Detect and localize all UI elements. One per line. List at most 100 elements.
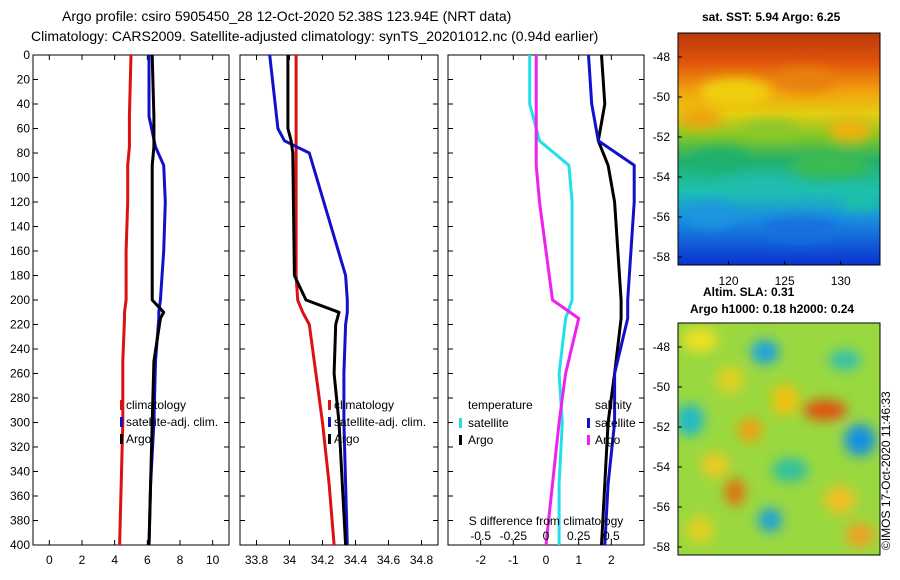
map-y-tick-label: -48 <box>653 340 671 354</box>
legend-label: climatology <box>126 398 186 412</box>
series-line-argo <box>286 55 348 546</box>
legend-label: climatology <box>334 398 394 412</box>
series-line-satellite-adj-clim- <box>147 55 167 546</box>
y-tick-label: 0 <box>23 48 30 62</box>
secondary-x-tick-label: -0.5 <box>470 529 491 543</box>
legend-swatch <box>328 400 331 410</box>
series-line-climatology <box>118 54 133 546</box>
y-tick-label: 60 <box>17 122 31 136</box>
y-tick-label: 180 <box>10 269 30 283</box>
map-y-tick-label: -58 <box>653 250 671 264</box>
y-tick-label: 80 <box>17 146 31 160</box>
y-tick-label: 280 <box>10 391 30 405</box>
secondary-x-tick-label: 0.5 <box>603 529 620 543</box>
map-y-tick-label: -56 <box>653 500 671 514</box>
sla-map-axes: -48 -50 -52 -54 -56 -58 <box>653 340 682 554</box>
y-tick-label: 140 <box>10 220 30 234</box>
y-tick-label: 380 <box>10 514 30 528</box>
y-tick-label: 260 <box>10 367 30 381</box>
y-tick-label: 240 <box>10 342 30 356</box>
panel-frame <box>32 54 230 546</box>
legend-swatch <box>459 435 462 445</box>
map-y-tick-label: -48 <box>653 50 671 64</box>
legend-label: satellite <box>468 416 509 430</box>
y-tick-label: 220 <box>10 318 30 332</box>
map-y-tick-label: -58 <box>653 540 671 554</box>
map-y-tick-label: -50 <box>653 380 671 394</box>
sst-map-axes: -48 -50 -52 -54 -56 -58 120 125 130 <box>653 50 851 288</box>
x-tick-label: 34.2 <box>311 553 335 567</box>
map-y-tick-label: -50 <box>653 90 671 104</box>
map-y-tick-label: -54 <box>653 170 671 184</box>
legend-label: satellite <box>595 416 636 430</box>
series-line-climatology <box>294 55 336 546</box>
series-line-salinity-satellite <box>587 54 636 546</box>
profile-panel-2: 33.8 34 34.2 34.4 34.6 34.8 climatology satelli… <box>239 54 439 567</box>
series-line-salinity-argo <box>534 55 581 546</box>
sst-map-title: sat. SST: 5.94 Argo: 6.25 <box>702 10 841 24</box>
legend-label: satellite-adj. clim. <box>334 415 426 429</box>
map-x-tick-label: 120 <box>718 274 738 288</box>
panel-frame <box>239 54 439 546</box>
y-tick-label: 300 <box>10 416 30 430</box>
panel-frame <box>447 54 645 546</box>
x-tick-label: 33.8 <box>245 553 269 567</box>
x-tick-label: 2 <box>608 553 615 567</box>
y-tick-label: 160 <box>10 244 30 258</box>
legend-swatch <box>587 435 590 445</box>
sla-map: Altim. SLA: 0.31 Argo h1000: 0.18 h2000:… <box>653 285 881 556</box>
y-tick-label: 200 <box>10 293 30 307</box>
secondary-x-tick-label: -0.25 <box>500 529 528 543</box>
map-y-tick-label: -52 <box>653 420 671 434</box>
map-y-tick-label: -54 <box>653 460 671 474</box>
y-tick-label: 400 <box>10 538 30 552</box>
profile-panel-1: 0204060801001201401601802002202402602803… <box>10 48 230 567</box>
watermark: ©IMOS 17-Oct-2020 11:46:33 <box>879 391 893 550</box>
sst-map: sat. SST: 5.94 Argo: 6.25 -48 -50 -52 -54 -5… <box>653 10 881 288</box>
legend-title-salinity: salinity <box>595 398 632 412</box>
x-tick-label: 10 <box>206 553 220 567</box>
x-tick-label: 34.4 <box>344 553 368 567</box>
y-tick-label: 360 <box>10 489 30 503</box>
map-x-tick-label: 130 <box>831 274 851 288</box>
series-line-argo <box>147 54 166 546</box>
legend-label: Argo <box>468 433 494 447</box>
legend-label: satellite-adj. clim. <box>126 415 218 429</box>
map-x-tick-label: 125 <box>775 274 795 288</box>
y-tick-label: 100 <box>10 171 30 185</box>
x-tick-label: 34.8 <box>410 553 434 567</box>
series-line-satellite-adj-clim- <box>268 54 349 546</box>
x-tick-label: 6 <box>144 553 151 567</box>
title-line-1: Argo profile: csiro 5905450_28 12-Oct-20… <box>62 8 511 24</box>
x-tick-label: 34 <box>283 553 297 567</box>
legend-swatch <box>120 417 123 427</box>
legend-swatch <box>120 400 123 410</box>
map-y-tick-label: -56 <box>653 210 671 224</box>
y-tick-label: 120 <box>10 195 30 209</box>
x-tick-label: 0 <box>543 553 550 567</box>
title-line-2: Climatology: CARS2009. Satellite-adjuste… <box>31 28 598 44</box>
legend-swatch <box>120 434 123 444</box>
profile-panels: 0204060801001201401601802002202402602803… <box>10 48 645 567</box>
x-tick-label: 34.6 <box>377 553 401 567</box>
x-tick-label: -1 <box>508 553 519 567</box>
secondary-x-tick-label: 0.25 <box>567 529 591 543</box>
legend-label: Argo <box>126 432 152 446</box>
sla-map-title-2: Argo h1000: 0.18 h2000: 0.24 <box>690 302 854 316</box>
sla-texture <box>678 328 876 547</box>
y-tick-label: 340 <box>10 465 30 479</box>
sst-texture <box>678 68 880 242</box>
x-tick-label: -2 <box>475 553 486 567</box>
x-tick-label: 1 <box>575 553 582 567</box>
legend-swatch <box>328 434 331 444</box>
map-y-tick-label: -52 <box>653 130 671 144</box>
x-tick-label: 0 <box>46 553 53 567</box>
legend-label: Argo <box>595 433 621 447</box>
y-tick-label: 40 <box>17 97 31 111</box>
sst-map-frame <box>677 32 881 266</box>
y-tick-label: 20 <box>17 73 31 87</box>
secondary-axis-label: S difference from climatology <box>469 514 624 528</box>
series-line-temperature-argo <box>596 54 623 546</box>
sla-map-frame <box>677 322 881 556</box>
